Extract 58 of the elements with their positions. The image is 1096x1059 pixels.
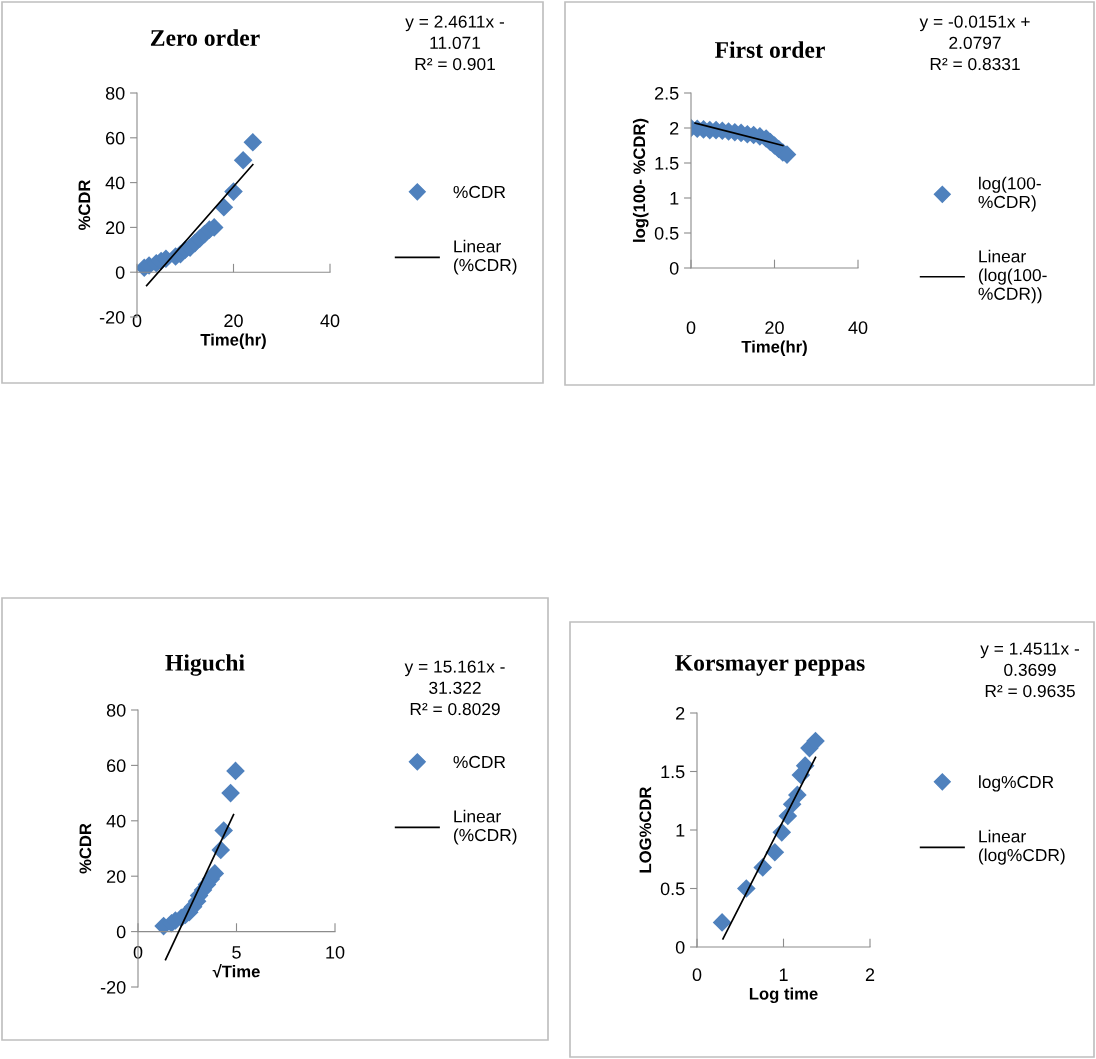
legend-label: Linear (%CDR) (453, 809, 517, 845)
y-tick-label: 60 (106, 131, 125, 145)
x-tick-label: 0 (686, 321, 696, 335)
y-tick-label: 1.5 (661, 765, 685, 779)
y-tick-label: 1.5 (655, 157, 679, 170)
x-tick-label: 20 (765, 321, 784, 335)
x-axis-title: Time(hr) (200, 333, 266, 350)
y-axis-title: %CDR (78, 179, 91, 231)
y-tick-label: 20 (106, 221, 125, 235)
y-tick-label: 80 (105, 86, 125, 100)
x-axis-title: Time(hr) (741, 340, 807, 356)
chart-title: First order (715, 41, 825, 58)
y-tick-label: 1 (676, 824, 685, 837)
y-tick-label: 2.5 (655, 86, 679, 100)
legend-label: Linear (%CDR) (453, 239, 517, 275)
chart-title: Zero order (150, 29, 260, 46)
text: y = -0.0151x + 2.0797 R² = 0.8331 (919, 15, 1030, 71)
y-tick-label: 20 (107, 870, 126, 883)
text: y = 1.4511x - 0.3699 R² = 0.9635 (980, 642, 1080, 698)
x-tick-label: 2 (865, 968, 875, 981)
y-tick-label: 40 (106, 814, 126, 828)
y-axis-title: log(100- %CDR) (632, 118, 649, 242)
x-tick-label: 0 (132, 314, 142, 328)
x-tick-label: 1 (779, 968, 788, 981)
x-tick-label: 40 (848, 321, 868, 335)
y-axis-title: %CDR (79, 823, 92, 874)
y-tick-label: 0 (115, 266, 125, 279)
y-tick-label: 2 (670, 121, 679, 135)
y-axis-title: LOG%CDR (639, 786, 652, 873)
y-tick-label: 80 (106, 703, 126, 717)
y-tick-label: 0.5 (654, 226, 679, 240)
x-axis-title: √Time (212, 963, 260, 978)
text: y = 2.4611x - 11.071 R² = 0.901 (405, 15, 505, 71)
y-tick-label: 0 (116, 925, 126, 939)
legend-label: log(100- %CDR) (978, 176, 1041, 212)
y-tick-label: 60 (107, 759, 126, 773)
legend-label: Linear (log(100- %CDR)) (978, 249, 1047, 304)
x-tick-label: 0 (133, 945, 143, 959)
y-tick-label: 40 (105, 176, 125, 190)
x-tick-label: 0 (692, 968, 702, 982)
x-axis-title: Log time (749, 987, 818, 1004)
x-tick-label: 10 (326, 945, 345, 959)
y-tick-label: 0 (669, 261, 679, 275)
y-tick-label: -20 (100, 980, 126, 994)
y-tick-label: 1 (670, 192, 679, 205)
legend-label: %CDR (453, 755, 506, 769)
y-tick-label: -20 (99, 310, 125, 324)
x-tick-label: 20 (224, 314, 243, 328)
legend-label: %CDR (453, 185, 506, 199)
text: y = 15.161x - 31.322 R² = 0.8029 (404, 660, 505, 716)
legend-label: log%CDR (979, 775, 1054, 792)
y-tick-label: 2 (676, 706, 685, 720)
chart-title: Korsmayer peppas (675, 655, 865, 676)
x-tick-label: 5 (232, 946, 241, 959)
chart-title: Higuchi (165, 654, 245, 676)
x-tick-label: 40 (320, 314, 340, 328)
legend-label: Linear (log%CDR) (978, 829, 1065, 865)
y-tick-label: 0.5 (660, 882, 685, 896)
